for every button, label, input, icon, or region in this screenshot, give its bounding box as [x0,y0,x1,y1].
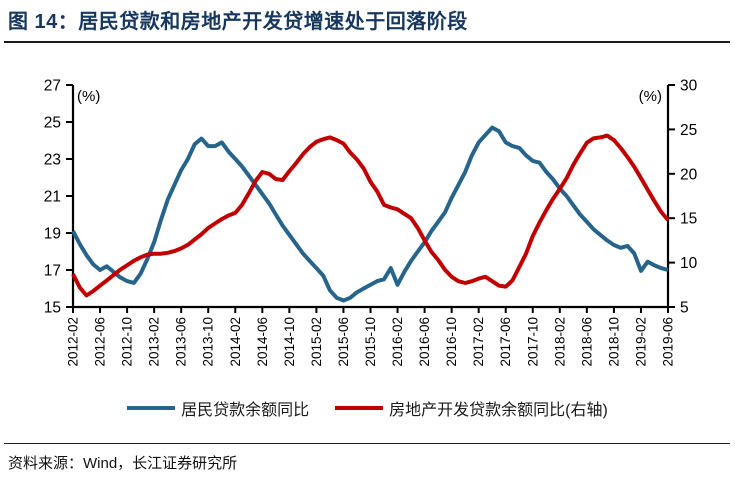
legend-label-redev-loans: 房地产开发贷款余额同比(右轴) [389,402,608,419]
source-note: 资料来源：Wind，长江证券研究所 [8,455,238,472]
svg-text:2018-06: 2018-06 [579,317,594,367]
svg-text:20: 20 [680,166,698,183]
svg-text:2017-10: 2017-10 [525,317,540,367]
dual-axis-line-chart: 27 25 23 21 19 17 15 30 25 20 15 10 5 (%) (%) 2012-02 20… [44,78,698,367]
svg-text:2019-06: 2019-06 [661,317,676,367]
svg-text:2015-02: 2015-02 [309,317,324,367]
svg-text:(%): (%) [639,88,662,105]
svg-text:2016-10: 2016-10 [444,317,459,367]
svg-text:2017-02: 2017-02 [471,317,486,367]
legend-item-household-loans: 居民贷款余额同比 [127,396,309,420]
svg-text:2016-02: 2016-02 [390,317,405,367]
legend-swatch-red-line [335,406,384,410]
svg-text:2012-06: 2012-06 [93,317,108,367]
svg-text:15: 15 [44,300,61,317]
title-divider [4,41,730,43]
chart-legend: 居民贷款余额同比 房地产开发贷款余额同比(右轴) [0,396,735,420]
svg-text:2015-10: 2015-10 [363,317,378,367]
footer-divider [4,443,730,444]
svg-text:23: 23 [44,152,61,169]
svg-text:25: 25 [44,115,61,132]
svg-text:2013-02: 2013-02 [147,317,162,367]
svg-text:21: 21 [44,189,61,206]
svg-text:15: 15 [680,211,697,228]
svg-text:2013-10: 2013-10 [201,317,216,367]
legend-item-redev-loans: 房地产开发贷款余额同比(右轴) [335,396,608,420]
legend-label-household-loans: 居民贷款余额同比 [181,402,310,419]
svg-text:2019-02: 2019-02 [633,317,648,367]
figure-title: 图 14：居民贷款和房地产开发贷增速处于回落阶段 [8,11,468,33]
legend-swatch-blue-line [127,406,176,410]
svg-text:2017-06: 2017-06 [498,317,513,367]
svg-text:2013-06: 2013-06 [174,317,189,367]
svg-text:2016-06: 2016-06 [417,317,432,367]
svg-text:(%): (%) [77,88,100,105]
svg-text:2014-02: 2014-02 [228,317,243,367]
svg-text:2014-06: 2014-06 [255,317,270,367]
svg-text:2018-10: 2018-10 [606,317,621,367]
svg-text:27: 27 [44,78,61,95]
svg-text:5: 5 [680,300,689,317]
svg-text:25: 25 [680,122,697,139]
svg-text:2012-02: 2012-02 [66,317,81,367]
svg-text:17: 17 [44,263,61,280]
svg-text:2015-06: 2015-06 [336,317,351,367]
svg-text:19: 19 [44,226,61,243]
svg-text:30: 30 [680,78,698,95]
svg-text:2018-02: 2018-02 [552,317,567,367]
svg-text:2014-10: 2014-10 [282,317,297,367]
svg-text:2012-10: 2012-10 [120,317,135,367]
svg-text:10: 10 [680,255,698,272]
figure-header: 图 14：居民贷款和房地产开发贷增速处于回落阶段 [8,5,731,34]
